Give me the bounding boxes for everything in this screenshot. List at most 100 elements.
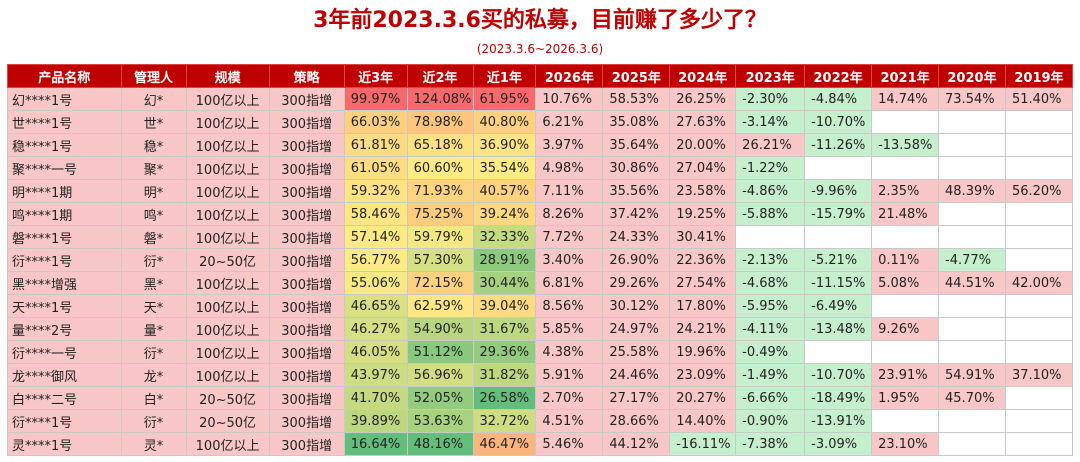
cell-mgr: 衍* — [120, 340, 187, 364]
cell-y2019 — [1004, 110, 1074, 134]
column-header: 策略 — [268, 64, 345, 88]
cell-r2: 57.30% — [406, 248, 474, 272]
cell-r2: 78.98% — [406, 110, 474, 134]
cell-y2025: 28.66% — [602, 409, 671, 433]
cell-scale: 100亿以上 — [185, 294, 270, 318]
cell-y2023: -0.49% — [735, 340, 806, 364]
cell-name: 量****2号 — [7, 317, 122, 341]
cell-y2024: 26.25% — [669, 87, 737, 111]
cell-y2026: 6.81% — [535, 271, 604, 295]
cell-y2021: 0.11% — [871, 248, 940, 272]
cell-y2019: 42.00% — [1004, 271, 1074, 295]
table-row: 黑****增强 黑* 100亿以上 300指增 55.06% 72.15% 30.44% 6.… — [7, 271, 1074, 295]
cell-y2019 — [1004, 133, 1074, 157]
cell-y2025: 30.12% — [602, 294, 671, 318]
cell-mgr: 鸣* — [120, 202, 187, 226]
cell-y2024: 27.63% — [669, 110, 737, 134]
cell-r3: 61.81% — [343, 133, 408, 157]
cell-mgr: 聚* — [120, 156, 187, 180]
cell-y2022: -11.15% — [804, 271, 873, 295]
cell-r2: 51.12% — [406, 340, 474, 364]
cell-r3: 43.97% — [343, 363, 408, 387]
cell-y2022: -10.70% — [804, 363, 873, 387]
cell-y2020 — [938, 110, 1006, 134]
cell-y2020 — [938, 133, 1006, 157]
cell-y2024: 19.25% — [669, 202, 737, 226]
cell-y2021: 23.91% — [871, 363, 940, 387]
cell-mgr: 世* — [120, 110, 187, 134]
column-header: 2026年 — [535, 64, 604, 88]
cell-y2023: -2.30% — [735, 87, 806, 111]
cell-y2019 — [1004, 202, 1074, 226]
header-row: 产品名称 管理人 规模 策略 近3年 近2年 近1年 2026年 2025年 2024年 2023年… — [7, 64, 1074, 88]
cell-name: 衍****1号 — [7, 409, 122, 433]
cell-y2020 — [938, 294, 1006, 318]
column-header: 2020年 — [938, 64, 1006, 88]
cell-scale: 100亿以上 — [185, 110, 270, 134]
column-header: 近1年 — [472, 64, 537, 88]
cell-y2020 — [938, 156, 1006, 180]
cell-y2019: 56.20% — [1004, 179, 1074, 203]
cell-y2022 — [804, 340, 873, 364]
cell-y2020: 48.39% — [938, 179, 1006, 203]
table-row: 聚****一号 聚* 100亿以上 300指增 61.05% 60.60% 35.54% 4.… — [7, 156, 1074, 180]
cell-strategy: 300指增 — [268, 156, 345, 180]
cell-y2026: 7.72% — [535, 225, 604, 249]
cell-r1: 28.91% — [472, 248, 537, 272]
cell-y2023: -2.13% — [735, 248, 806, 272]
cell-r2: 124.08% — [406, 87, 474, 111]
cell-y2025: 24.97% — [602, 317, 671, 341]
cell-y2023: -5.88% — [735, 202, 806, 226]
cell-y2026: 8.56% — [535, 294, 604, 318]
cell-y2021: 23.10% — [871, 432, 940, 456]
cell-y2026: 8.26% — [535, 202, 604, 226]
cell-y2025: 26.90% — [602, 248, 671, 272]
cell-strategy: 300指增 — [268, 202, 345, 226]
cell-y2025: 24.33% — [602, 225, 671, 249]
cell-y2020 — [938, 202, 1006, 226]
cell-y2024: 27.04% — [669, 156, 737, 180]
table-row: 衍****1号 衍* 20~50亿 300指增 39.89% 53.63% 32.72% 4.… — [7, 409, 1074, 433]
cell-y2021: 14.74% — [871, 87, 940, 111]
cell-y2021 — [871, 156, 940, 180]
table-row: 鸣****1期 鸣* 100亿以上 300指增 58.46% 75.25% 39.24% 8.… — [7, 202, 1074, 226]
cell-scale: 100亿以上 — [185, 202, 270, 226]
cell-r2: 71.93% — [406, 179, 474, 203]
cell-mgr: 稳* — [120, 133, 187, 157]
cell-mgr: 衍* — [120, 409, 187, 433]
cell-y2023: -1.22% — [735, 156, 806, 180]
cell-name: 明****1期 — [7, 179, 122, 203]
cell-r2: 75.25% — [406, 202, 474, 226]
cell-y2022: -3.09% — [804, 432, 873, 456]
cell-strategy: 300指增 — [268, 340, 345, 364]
cell-r1: 30.44% — [472, 271, 537, 295]
fund-returns-table: 产品名称 管理人 规模 策略 近3年 近2年 近1年 2026年 2025年 2024年 2023年… — [7, 64, 1074, 456]
page-subtitle: (2023.3.6~2026.3.6) — [476, 42, 604, 56]
cell-y2023: -6.66% — [735, 386, 806, 410]
column-header: 2024年 — [669, 64, 737, 88]
cell-r2: 60.60% — [406, 156, 474, 180]
cell-mgr: 黑* — [120, 271, 187, 295]
cell-y2025: 29.26% — [602, 271, 671, 295]
cell-y2026: 5.85% — [535, 317, 604, 341]
cell-name: 黑****增强 — [7, 271, 122, 295]
cell-r3: 46.05% — [343, 340, 408, 364]
cell-y2020 — [938, 432, 1006, 456]
cell-name: 天****1号 — [7, 294, 122, 318]
cell-r3: 59.32% — [343, 179, 408, 203]
cell-y2019: 37.10% — [1004, 363, 1074, 387]
cell-y2026: 4.98% — [535, 156, 604, 180]
cell-y2025: 35.56% — [602, 179, 671, 203]
cell-strategy: 300指增 — [268, 225, 345, 249]
cell-y2023: -3.14% — [735, 110, 806, 134]
cell-r3: 99.97% — [343, 87, 408, 111]
cell-y2020: 44.51% — [938, 271, 1006, 295]
cell-y2025: 27.17% — [602, 386, 671, 410]
cell-y2023: -4.86% — [735, 179, 806, 203]
column-header: 产品名称 — [7, 64, 122, 88]
cell-y2022: -10.70% — [804, 110, 873, 134]
cell-y2020: 73.54% — [938, 87, 1006, 111]
cell-y2024: 24.21% — [669, 317, 737, 341]
cell-y2024: 20.27% — [669, 386, 737, 410]
cell-y2020 — [938, 409, 1006, 433]
